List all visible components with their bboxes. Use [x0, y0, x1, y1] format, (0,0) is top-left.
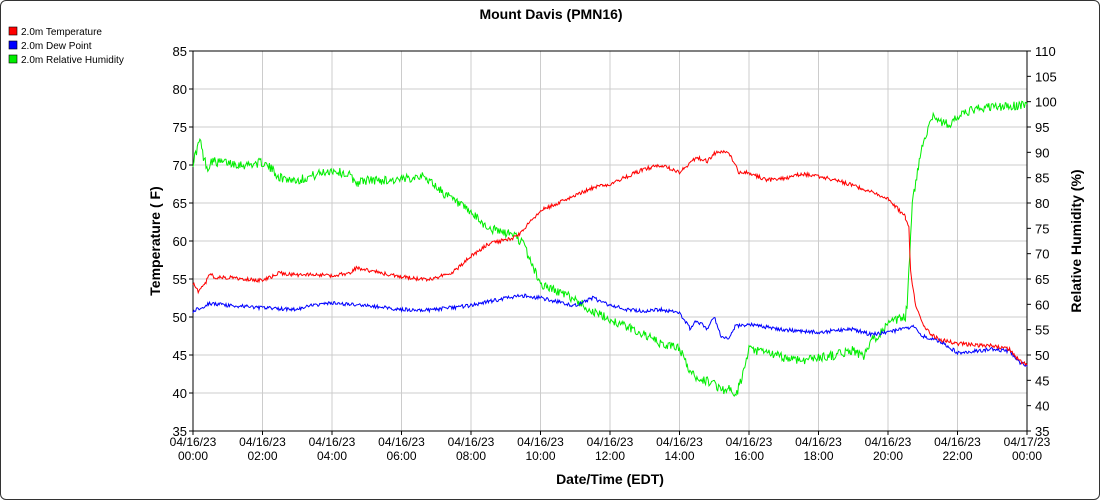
right-axis-ticks: 35 40 45 50 55 60 65 70 75 80 85 90 95 100 105 110	[1027, 44, 1057, 439]
legend-swatch	[8, 54, 18, 64]
right-tick-label: 85	[1035, 171, 1049, 186]
right-tick-label: 60	[1035, 297, 1049, 312]
right-tick-label: 45	[1035, 373, 1049, 388]
left-tick-label: 75	[173, 120, 187, 135]
x-tick-date-label: 04/16/23	[448, 435, 495, 449]
x-tick-time-label: 02:00	[247, 449, 277, 463]
x-tick-date-label: 04/16/23	[587, 435, 634, 449]
x-tick-time-label: 16:00	[734, 449, 764, 463]
right-tick-label: 105	[1035, 69, 1057, 84]
right-tick-label: 80	[1035, 196, 1049, 211]
right-tick-label: 40	[1035, 399, 1049, 414]
right-tick-label: 65	[1035, 272, 1049, 287]
right-tick-label: 75	[1035, 221, 1049, 236]
left-tick-label: 70	[173, 158, 187, 173]
x-tick-date-label: 04/16/23	[170, 435, 217, 449]
y-axis-left-label: Temperature ( F)	[147, 186, 163, 295]
right-tick-label: 55	[1035, 323, 1049, 338]
left-tick-label: 50	[173, 310, 187, 325]
right-tick-label: 95	[1035, 120, 1049, 135]
right-tick-label: 90	[1035, 145, 1049, 160]
legend-swatch	[8, 40, 18, 50]
series-line	[192, 293, 1028, 367]
left-tick-label: 45	[173, 348, 187, 363]
x-tick-time-label: 00:00	[1012, 449, 1042, 463]
left-tick-label: 60	[173, 234, 187, 249]
left-axis-ticks: 35 40 45 50 55 60 65 70 75 80 85	[173, 44, 193, 439]
legend: 2.0m Temperature 2.0m Dew Point 2.0m Relat…	[8, 26, 124, 66]
left-tick-label: 55	[173, 272, 187, 287]
legend-swatch	[8, 26, 18, 36]
grid	[192, 50, 1028, 432]
legend-label: 2.0m Relative Humidity	[21, 55, 124, 66]
x-tick-date-label: 04/16/23	[517, 435, 564, 449]
right-tick-label: 35	[1035, 424, 1049, 439]
right-tick-label: 50	[1035, 348, 1049, 363]
series-line	[192, 100, 1028, 398]
x-tick-date-label: 04/16/23	[795, 435, 842, 449]
x-tick-time-label: 18:00	[803, 449, 833, 463]
y-axis-right-label: Relative Humidity (%)	[1068, 169, 1084, 312]
x-tick-time-label: 00:00	[178, 449, 208, 463]
legend-label: 2.0m Dew Point	[21, 41, 92, 52]
legend-label: 2.0m Temperature	[21, 27, 102, 38]
x-tick-time-label: 08:00	[456, 449, 486, 463]
x-tick-date-label: 04/17/23	[1004, 435, 1051, 449]
x-tick-date-label: 04/16/23	[865, 435, 912, 449]
x-tick-time-label: 20:00	[873, 449, 903, 463]
x-axis-label: Date/Time (EDT)	[556, 471, 664, 487]
x-axis-ticks: 04/16/2300:0004/16/2302:0004/16/2304:000…	[170, 431, 1051, 463]
right-tick-label: 110	[1035, 44, 1056, 59]
chart-title: Mount Davis (PMN16)	[479, 6, 622, 22]
left-tick-label: 40	[173, 386, 187, 401]
series-line	[192, 149, 1028, 367]
x-tick-date-label: 04/16/23	[239, 435, 286, 449]
series-layer	[192, 100, 1028, 398]
x-tick-time-label: 22:00	[942, 449, 972, 463]
right-tick-label: 100	[1035, 95, 1057, 110]
x-tick-date-label: 04/16/23	[656, 435, 703, 449]
x-tick-date-label: 04/16/23	[726, 435, 773, 449]
x-tick-time-label: 10:00	[525, 449, 555, 463]
x-tick-time-label: 04:00	[317, 449, 347, 463]
left-tick-label: 85	[173, 44, 187, 59]
left-tick-label: 80	[173, 82, 187, 97]
x-tick-time-label: 12:00	[595, 449, 625, 463]
x-tick-date-label: 04/16/23	[309, 435, 356, 449]
left-tick-label: 65	[173, 196, 187, 211]
x-tick-time-label: 06:00	[386, 449, 416, 463]
left-tick-label: 35	[173, 424, 187, 439]
right-tick-label: 70	[1035, 247, 1049, 262]
x-tick-time-label: 14:00	[664, 449, 694, 463]
x-tick-date-label: 04/16/23	[934, 435, 981, 449]
x-tick-date-label: 04/16/23	[378, 435, 425, 449]
